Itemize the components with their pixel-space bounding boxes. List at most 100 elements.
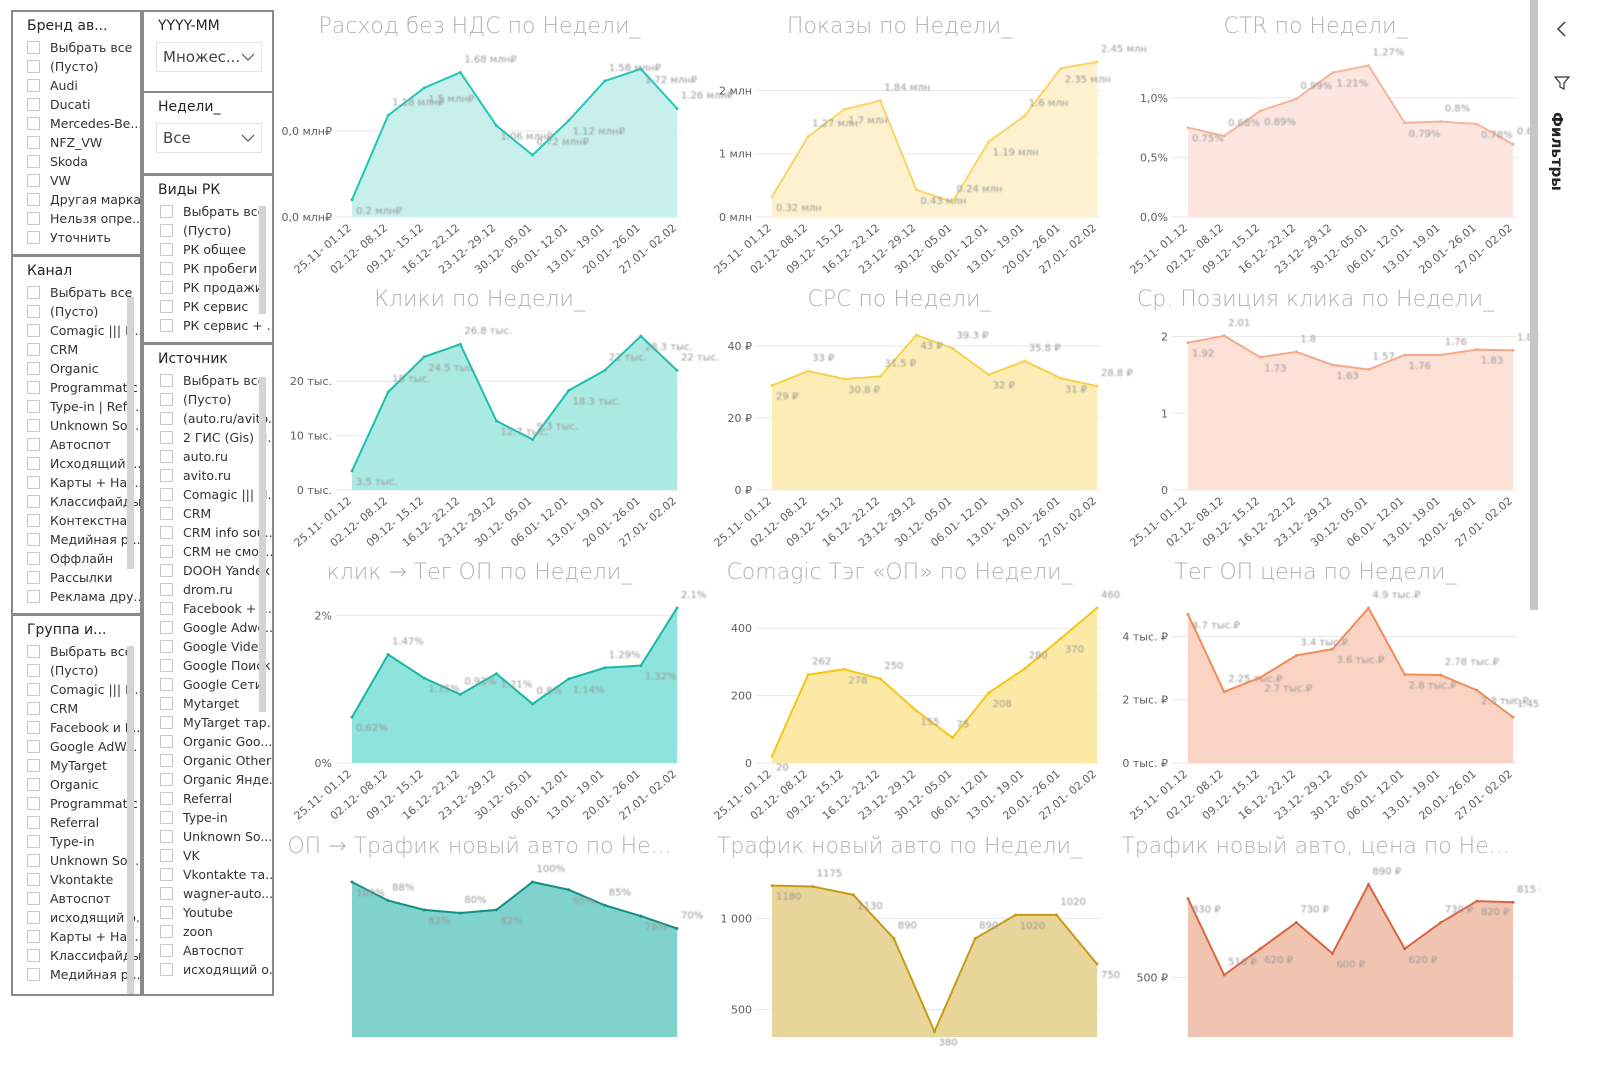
checkbox[interactable]	[27, 381, 40, 394]
slicer-item[interactable]: Unknown So...	[27, 851, 140, 870]
data-point[interactable]	[842, 107, 846, 111]
slicer-item[interactable]: РК продажи	[160, 278, 272, 297]
data-point[interactable]	[567, 888, 571, 892]
slicer-item[interactable]: Google Video	[160, 637, 272, 656]
chart-tile-traffic-price[interactable]: Трафик новый авто, цена по Не... 500 ₽830…	[1108, 820, 1546, 1090]
slicer-item[interactable]: Comagic ||| П...	[160, 485, 272, 504]
data-point[interactable]	[1511, 715, 1515, 719]
checkbox[interactable]	[27, 419, 40, 432]
checkbox[interactable]	[160, 735, 173, 748]
data-point[interactable]	[350, 880, 354, 884]
slicer-item[interactable]: (Пусто)	[27, 57, 140, 76]
slicer-item[interactable]: Медийная р...	[27, 965, 140, 984]
chart-tile-traffic-new-car[interactable]: Трафик новый авто по Недели_ 500 1 000 1180…	[692, 820, 1120, 1090]
slicer-item[interactable]: Comagic ||| П...	[27, 321, 140, 340]
slicer-item[interactable]: Оффлайн	[27, 549, 140, 568]
data-point[interactable]	[1186, 341, 1190, 345]
data-point[interactable]	[1367, 882, 1371, 886]
checkbox[interactable]	[27, 98, 40, 111]
data-point[interactable]	[1095, 962, 1099, 966]
checkbox[interactable]	[160, 678, 173, 691]
slicer-item[interactable]: Автоспот	[27, 889, 140, 908]
data-point[interactable]	[1475, 122, 1479, 126]
data-point[interactable]	[914, 188, 918, 192]
slicer-item[interactable]: Google Поиск	[160, 656, 272, 675]
slicer-item[interactable]: Уточнить	[27, 228, 140, 247]
checkbox[interactable]	[27, 324, 40, 337]
slicer-item[interactable]: zoon	[160, 922, 272, 941]
slicer-item[interactable]: Ducati	[27, 95, 140, 114]
data-point[interactable]	[1511, 142, 1515, 146]
data-point[interactable]	[1475, 688, 1479, 692]
chart-tile-avg-position[interactable]: Ср. Позиция клика по Недели_ 0 1 2 1.92 2.01 1…	[1108, 273, 1540, 550]
chart-tile-click-to-tag[interactable]: клик → Тег ОП по Недели_ 0% 2% 0.62% 1.47% 1.…	[272, 546, 707, 823]
data-point[interactable]	[386, 653, 390, 656]
checkbox[interactable]	[160, 640, 173, 653]
slicer-item[interactable]: Выбрать все	[160, 371, 272, 390]
data-point[interactable]	[933, 1030, 936, 1034]
checkbox[interactable]	[27, 343, 40, 356]
data-point[interactable]	[1403, 947, 1407, 951]
slicer-item[interactable]: Organic Goo...	[160, 732, 272, 751]
slicer-item[interactable]: Organic Янде...	[160, 770, 272, 789]
data-point[interactable]	[422, 86, 426, 90]
data-point[interactable]	[1511, 348, 1515, 352]
data-point[interactable]	[811, 885, 815, 889]
data-point[interactable]	[1258, 109, 1262, 113]
slicer-item[interactable]: Выбрать все	[160, 202, 272, 221]
checkbox[interactable]	[27, 231, 40, 244]
chart-tile-impressions[interactable]: Показы по Недели_ 0 млн 1 млн 2 млн 0.32 млн…	[692, 0, 1147, 277]
data-point[interactable]	[1403, 121, 1407, 125]
slicer-item[interactable]: Vkontakte	[27, 870, 140, 889]
slicer-item[interactable]: РК общее	[160, 240, 272, 259]
checkbox[interactable]	[27, 911, 40, 924]
data-point[interactable]	[567, 677, 571, 681]
checkbox[interactable]	[160, 412, 173, 425]
data-point[interactable]	[878, 99, 882, 103]
slicer-item[interactable]: MyTarget	[27, 756, 140, 775]
checkbox[interactable]	[160, 243, 173, 256]
checkbox[interactable]	[27, 438, 40, 451]
checkbox[interactable]	[160, 792, 173, 805]
data-point[interactable]	[1294, 921, 1298, 925]
slicer-item[interactable]: avito.ru	[160, 466, 272, 485]
data-point[interactable]	[1439, 673, 1443, 677]
checkbox[interactable]	[27, 400, 40, 413]
data-point[interactable]	[675, 927, 679, 930]
data-point[interactable]	[951, 346, 955, 350]
slicer-item[interactable]: wagner-auto....	[160, 884, 272, 903]
slicer-item[interactable]: Unknown So...	[27, 416, 140, 435]
chart-tile-clicks[interactable]: Клики по Недели_ 0 тыс. 10 тыс. 20 тыс. 3.5 …	[272, 273, 719, 550]
checkbox[interactable]	[160, 583, 173, 596]
data-point[interactable]	[1258, 947, 1262, 951]
checkbox[interactable]	[27, 41, 40, 54]
slicer-item[interactable]: CRM не смог...	[160, 542, 272, 561]
checkbox[interactable]	[27, 816, 40, 829]
checkbox[interactable]	[27, 702, 40, 715]
checkbox[interactable]	[160, 319, 173, 332]
slicer-item[interactable]: Классифайды	[27, 492, 140, 511]
data-point[interactable]	[1294, 97, 1298, 101]
checkbox[interactable]	[27, 854, 40, 867]
data-point[interactable]	[422, 676, 426, 680]
data-point[interactable]	[458, 911, 462, 915]
checkbox[interactable]	[27, 778, 40, 791]
data-point[interactable]	[1330, 952, 1334, 956]
data-point[interactable]	[878, 677, 882, 681]
slicer-item[interactable]: Referral	[160, 789, 272, 808]
slicer-item[interactable]: (auto.ru/avito...	[160, 409, 272, 428]
data-point[interactable]	[1403, 672, 1407, 676]
data-point[interactable]	[639, 67, 643, 71]
checkbox[interactable]	[27, 286, 40, 299]
data-point[interactable]	[1222, 973, 1226, 977]
filters-pane-label[interactable]: Фильтры	[1548, 112, 1566, 191]
slicer-item[interactable]: Skoda	[27, 152, 140, 171]
data-point[interactable]	[531, 702, 535, 706]
checkbox[interactable]	[160, 925, 173, 938]
slicer-item[interactable]: Mercedes-Be...	[27, 114, 140, 133]
data-point[interactable]	[1475, 899, 1479, 903]
data-point[interactable]	[350, 198, 354, 202]
chart-tile-tag-price[interactable]: Тег ОП цена по Недели_ 0 тыс. ₽2 тыс. ₽4 …	[1108, 546, 1571, 823]
data-point[interactable]	[973, 937, 977, 941]
slicer-item[interactable]: Выбрать все	[27, 38, 140, 57]
